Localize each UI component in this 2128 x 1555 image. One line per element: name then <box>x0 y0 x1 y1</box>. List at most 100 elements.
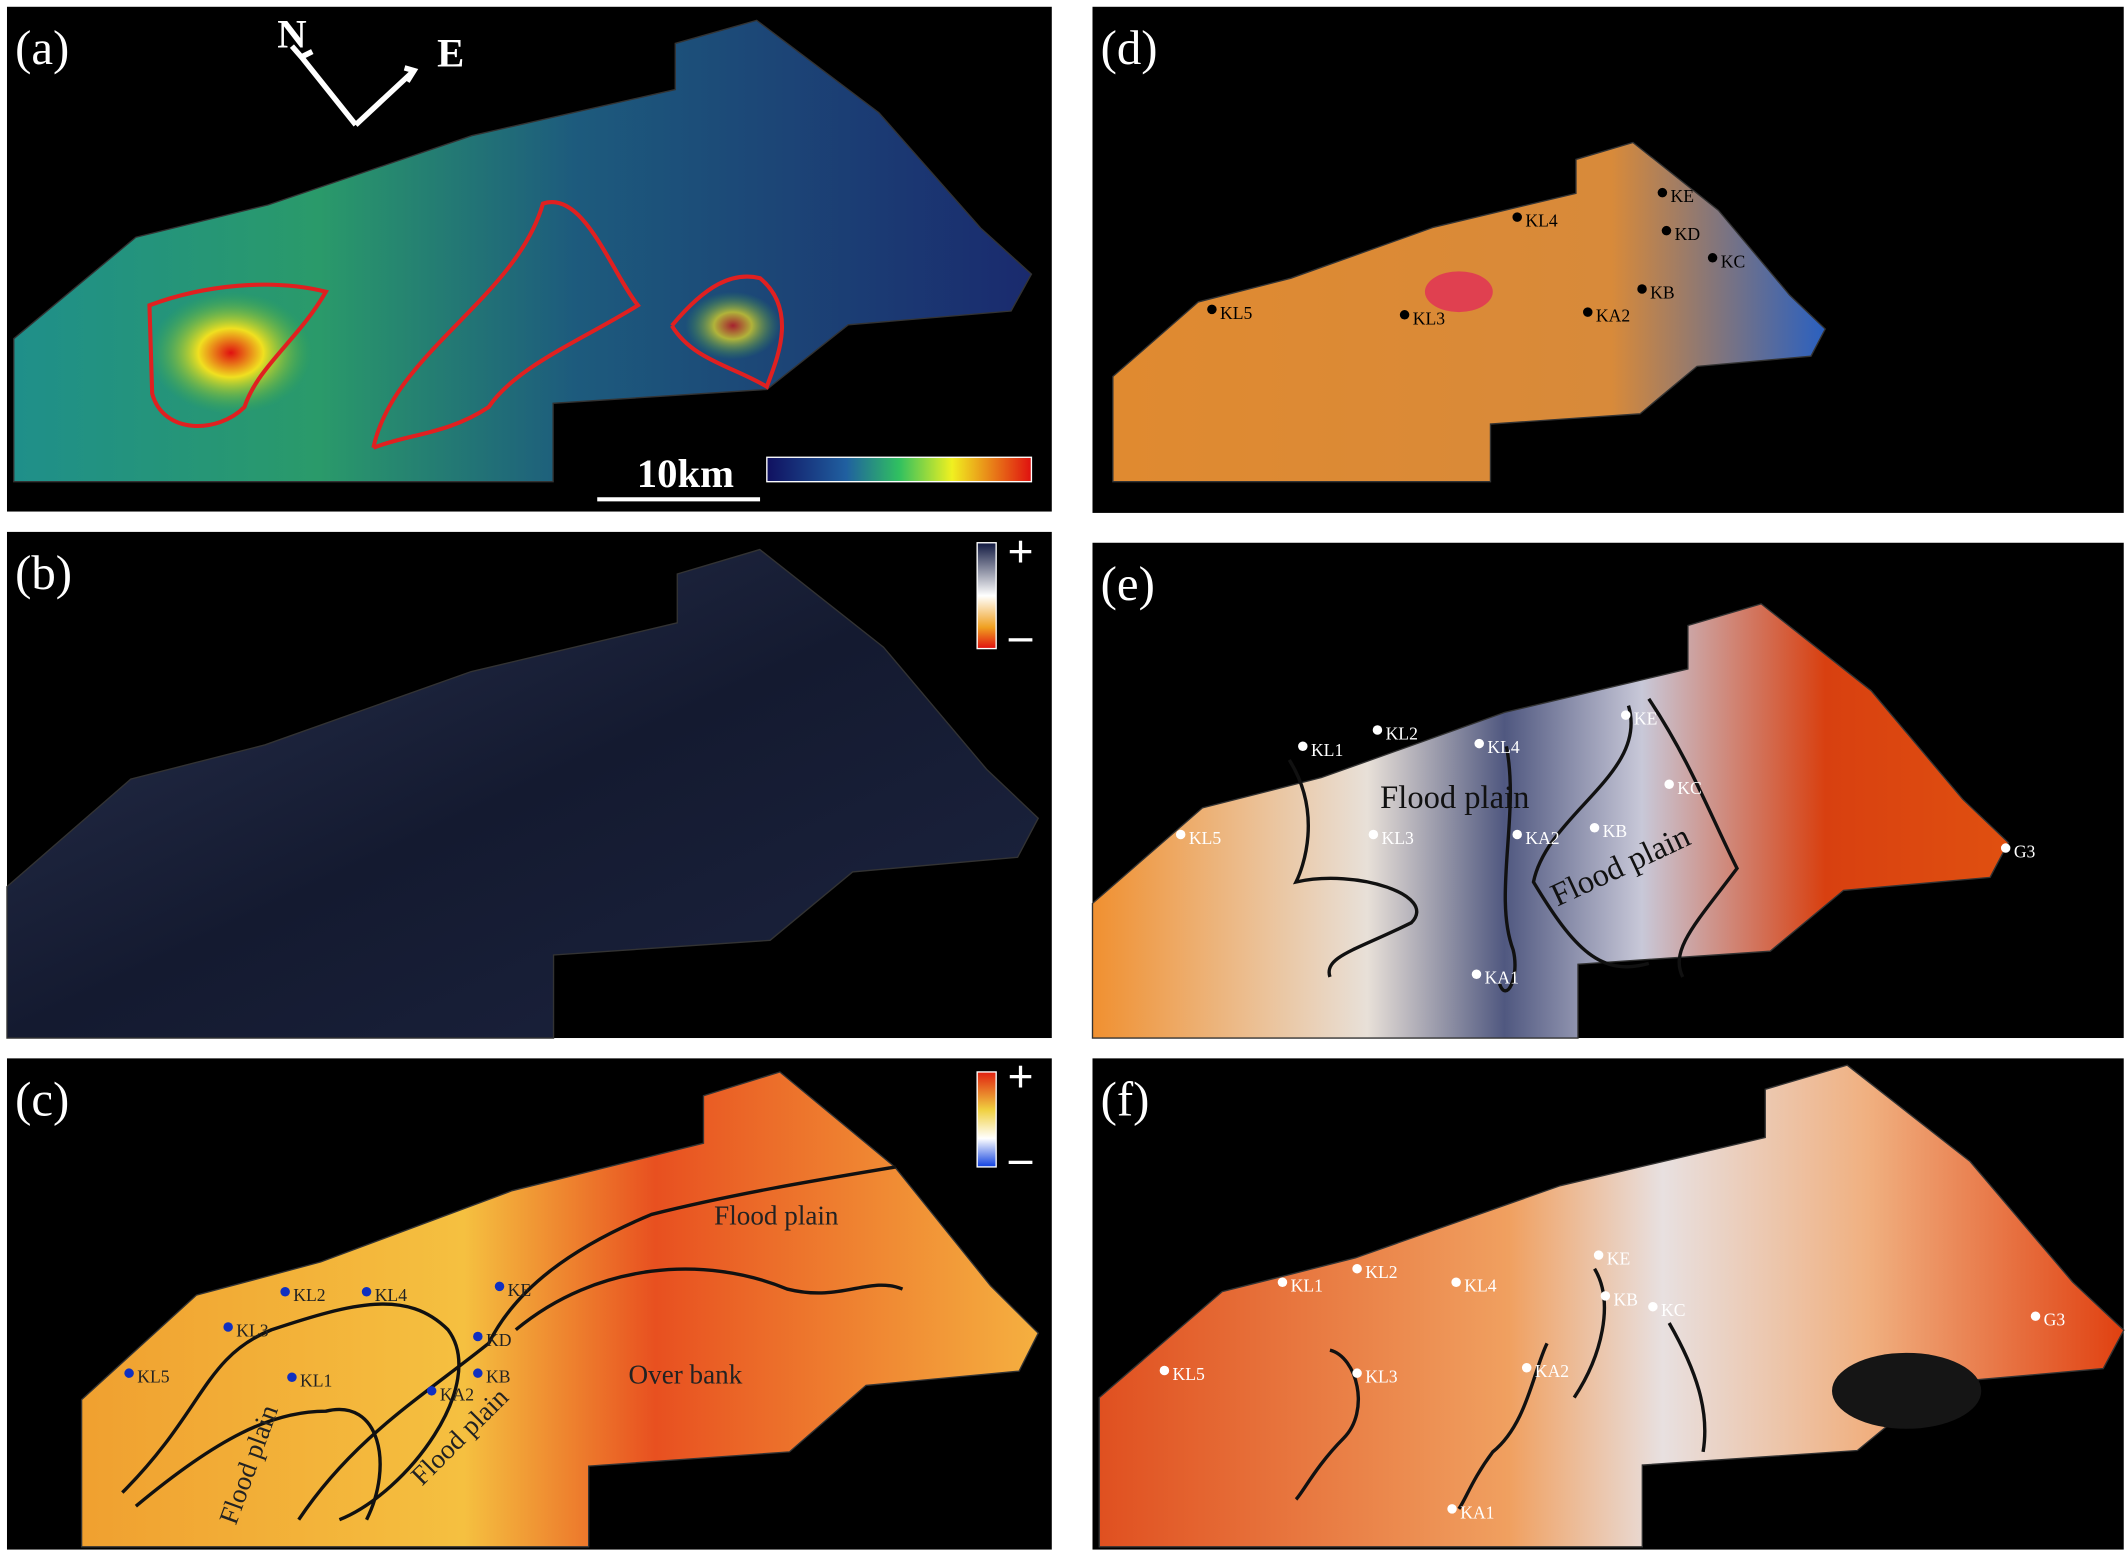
well-marker <box>1661 225 1672 236</box>
panel-label: (a) <box>15 20 69 75</box>
well-label: KL5 <box>1173 1364 1205 1384</box>
well-marker <box>1583 307 1593 317</box>
well-marker <box>1707 253 1718 263</box>
well-label: KL1 <box>1311 740 1343 760</box>
well-marker <box>1352 1368 1362 1378</box>
annotation: N <box>277 11 306 56</box>
well-label: KA2 <box>440 1384 474 1404</box>
well-marker <box>1277 1277 1288 1288</box>
color-bar <box>766 456 1033 483</box>
channel-line <box>121 1302 461 1522</box>
well-label: KL2 <box>1386 723 1418 743</box>
well-label: G3 <box>2044 1310 2066 1330</box>
panel: (b) + – <box>6 526 1052 1039</box>
well-marker <box>2030 1311 2041 1321</box>
annotation: + <box>1007 526 1033 577</box>
survey-map <box>1091 603 2010 1039</box>
well-label: KL3 <box>1413 308 1445 328</box>
well-marker <box>280 1287 290 1297</box>
well-label: KL5 <box>137 1367 169 1387</box>
panel: (a) N E 10km <box>6 6 1052 512</box>
well-label: KB <box>1603 821 1627 841</box>
well-label: G3 <box>2014 842 2036 862</box>
panel-label: (c) <box>15 1072 69 1127</box>
well-label: KC <box>1677 778 1701 798</box>
panel: (d) KL2 KL4 KE KL1 KD KC KL5 KL3 KB KA2 KA1 <box>1092 6 2124 513</box>
well-label: KL1 <box>1352 221 1384 241</box>
well-marker <box>1372 725 1383 735</box>
channel-line <box>514 1267 904 1332</box>
well-label: KL5 <box>1220 303 1252 323</box>
well-marker <box>1447 1504 1457 1514</box>
well-label: KE <box>1634 709 1658 729</box>
well-label: KB <box>1614 1289 1638 1309</box>
well-label: KC <box>1721 251 1745 271</box>
channel-line <box>1457 1342 1549 1510</box>
well-label: KL3 <box>236 1321 268 1341</box>
well-marker <box>1664 779 1674 790</box>
panel-label: (d) <box>1101 20 1158 75</box>
well-marker <box>1406 201 1417 211</box>
well-marker <box>2000 843 2011 853</box>
well-marker <box>1159 1365 1170 1376</box>
well-marker <box>1471 969 1482 979</box>
well-marker <box>1399 310 1410 320</box>
north-arrow <box>289 44 419 127</box>
hot-zone <box>149 291 313 414</box>
well-marker <box>1368 829 1379 840</box>
channel-line <box>134 1407 382 1521</box>
channel-line <box>1647 697 1740 978</box>
target-outline <box>147 282 329 428</box>
well-label: KE <box>1671 186 1695 206</box>
well-marker <box>1298 741 1308 752</box>
channel-line <box>1287 758 1419 978</box>
well-marker <box>124 1368 134 1378</box>
well-marker <box>361 1287 372 1297</box>
well-label: KL4 <box>1525 211 1557 231</box>
well-marker <box>1657 187 1668 198</box>
color-bar <box>976 1071 997 1168</box>
well-label: KA1 <box>1460 1502 1494 1522</box>
survey-map <box>6 548 1040 1039</box>
well-label: KL1 <box>300 1371 332 1391</box>
well-marker <box>1621 710 1631 720</box>
well-marker <box>1593 1250 1604 1260</box>
well-label: KE <box>1607 1249 1631 1269</box>
well-label: KA1 <box>1519 445 1553 465</box>
panel-label: (e) <box>1101 556 1155 611</box>
survey-map <box>80 1071 1040 1548</box>
survey-map <box>1112 141 1827 483</box>
survey-map <box>1098 1064 2125 1548</box>
well-marker <box>426 1386 437 1396</box>
hot-zone <box>1424 271 1493 313</box>
panel-label: (b) <box>15 545 72 600</box>
well-marker <box>287 1372 297 1382</box>
well-marker <box>1637 284 1647 294</box>
well-label: KL2 <box>1365 1262 1397 1282</box>
annotation: Flood plain <box>714 1201 839 1231</box>
well-marker <box>1648 1301 1658 1312</box>
dark-zone <box>1832 1352 1982 1429</box>
well-marker <box>1451 1277 1461 1288</box>
well-label: KL2 <box>293 1285 325 1305</box>
well-marker <box>473 1368 483 1378</box>
channel-line <box>1572 1267 1606 1399</box>
channel-line <box>1294 1348 1360 1501</box>
well-marker <box>1474 738 1484 749</box>
well-label: KL3 <box>1365 1367 1397 1387</box>
well-label: KC <box>1661 1300 1685 1320</box>
well-marker <box>1600 1291 1611 1301</box>
well-label: KL4 <box>1487 737 1519 757</box>
color-bar <box>976 542 997 650</box>
well-label: KD <box>1675 224 1701 244</box>
well-marker <box>473 1331 483 1342</box>
panel: (f) KE KL1 KL2 KL4 KB KC G3 KL5 KL3 KA2 KA1 <box>1092 1058 2125 1550</box>
well-label: KA2 <box>1525 828 1559 848</box>
annotation: – <box>1008 1132 1033 1183</box>
well-label: KL2 <box>1420 200 1452 220</box>
annotation: Flood plain <box>1380 780 1529 816</box>
well-marker <box>1512 829 1522 840</box>
well-marker <box>1521 1362 1532 1373</box>
